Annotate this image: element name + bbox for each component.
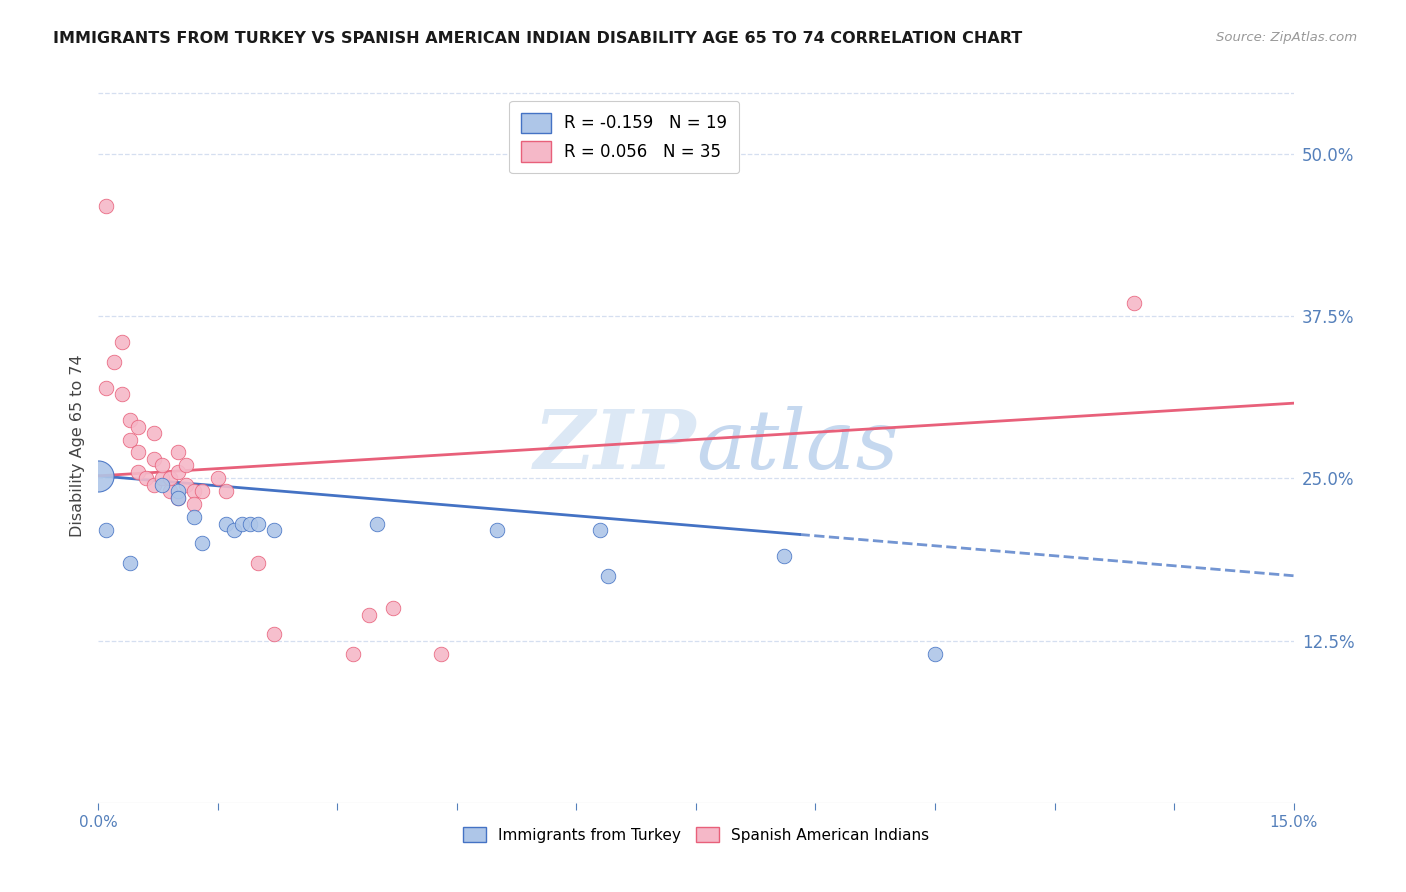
Point [150, 471, 173, 485]
Point [143, 478, 166, 492]
Point [111, 387, 134, 401]
Point [183, 497, 205, 511]
Point [239, 516, 262, 531]
Text: Source: ZipAtlas.com: Source: ZipAtlas.com [1216, 31, 1357, 45]
Point [924, 647, 946, 661]
Point [207, 471, 229, 485]
Point [120, 556, 142, 570]
Point [231, 516, 253, 531]
Point [174, 478, 197, 492]
Text: ZIP: ZIP [533, 406, 696, 486]
Point [191, 484, 214, 499]
Text: IMMIGRANTS FROM TURKEY VS SPANISH AMERICAN INDIAN DISABILITY AGE 65 TO 74 CORREL: IMMIGRANTS FROM TURKEY VS SPANISH AMERIC… [53, 31, 1022, 46]
Point [167, 491, 190, 505]
Point [1123, 296, 1146, 310]
Point [359, 607, 381, 622]
Point [127, 445, 149, 459]
Legend: Immigrants from Turkey, Spanish American Indians: Immigrants from Turkey, Spanish American… [457, 821, 935, 848]
Point [215, 516, 238, 531]
Point [167, 491, 190, 505]
Point [430, 647, 453, 661]
Point [120, 413, 142, 427]
Point [263, 524, 285, 538]
Point [150, 478, 173, 492]
Point [143, 425, 166, 440]
Point [127, 465, 149, 479]
Point [174, 458, 197, 473]
Point [96, 381, 118, 395]
Point [127, 419, 149, 434]
Point [222, 524, 245, 538]
Point [246, 556, 269, 570]
Point [167, 445, 190, 459]
Y-axis label: Disability Age 65 to 74: Disability Age 65 to 74 [69, 355, 84, 537]
Point [87, 468, 110, 483]
Point [772, 549, 794, 564]
Point [159, 484, 181, 499]
Point [111, 335, 134, 350]
Point [120, 433, 142, 447]
Point [183, 484, 205, 499]
Point [589, 524, 612, 538]
Point [366, 516, 388, 531]
Point [191, 536, 214, 550]
Point [96, 524, 118, 538]
Text: atlas: atlas [696, 406, 898, 486]
Point [342, 647, 364, 661]
Point [135, 471, 157, 485]
Point [167, 465, 190, 479]
Point [215, 484, 238, 499]
Point [485, 524, 508, 538]
Point [150, 458, 173, 473]
Point [103, 354, 125, 368]
Point [96, 199, 118, 213]
Point [159, 471, 181, 485]
Point [598, 568, 620, 582]
Point [167, 484, 190, 499]
Point [183, 510, 205, 524]
Point [263, 627, 285, 641]
Point [143, 452, 166, 467]
Point [382, 601, 405, 615]
Point [246, 516, 269, 531]
